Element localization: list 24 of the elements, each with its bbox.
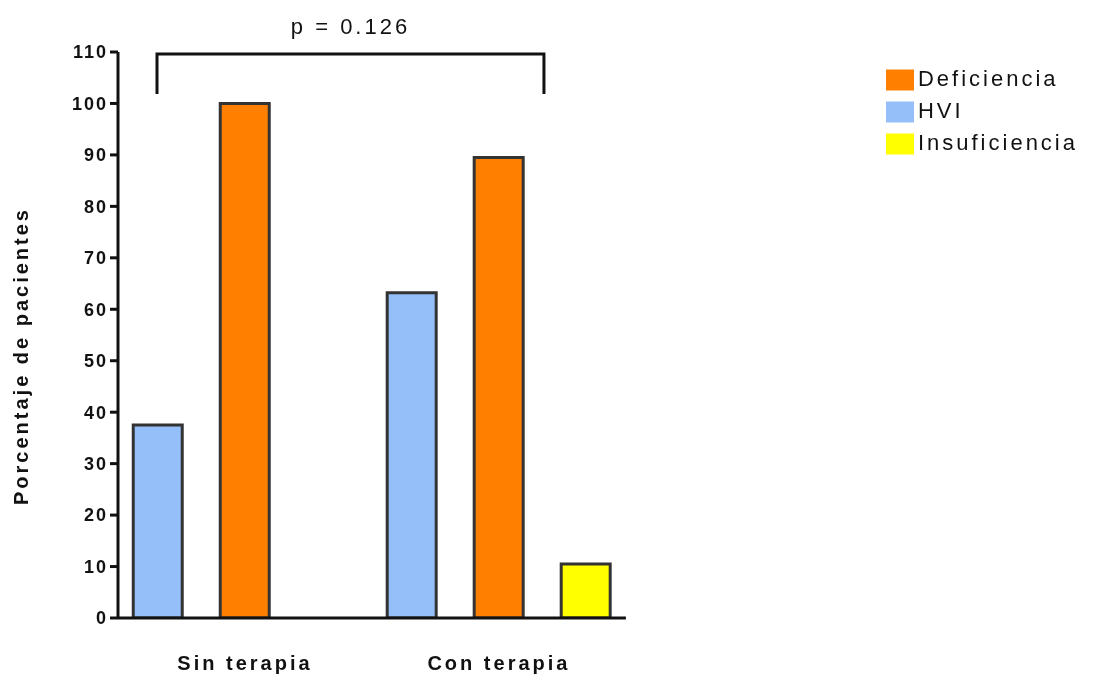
x-tick-label: Sin terapia [177, 652, 313, 675]
legend-label: Deficiencia [917, 66, 1059, 91]
y-axis-title: Porcentaje de pacientes [10, 207, 33, 505]
y-tick-label: 40 [83, 402, 108, 423]
y-tick-label: 10 [83, 556, 108, 577]
bar [472, 155, 525, 618]
y-tick-label: 70 [83, 248, 108, 269]
legend-label: HVI [917, 98, 964, 123]
bar [385, 291, 438, 618]
bar [218, 101, 271, 618]
y-tick-label: 0 [95, 608, 108, 629]
y-tick-label: 90 [83, 145, 108, 166]
bar [131, 423, 184, 618]
bar [559, 562, 612, 618]
y-tick-label: 100 [71, 93, 108, 114]
y-tick-label: 20 [83, 505, 108, 526]
x-tick-label: Con terapia [427, 652, 571, 675]
text: p = 0.126 [289, 14, 412, 40]
y-tick-label: 60 [83, 299, 108, 320]
y-tick-label: 110 [72, 42, 108, 63]
y-tick-label: 50 [83, 351, 108, 372]
y-tick-label: 30 [83, 454, 108, 475]
legend-label: Insuficiencia [917, 130, 1078, 155]
y-tick-label: 80 [83, 196, 108, 217]
